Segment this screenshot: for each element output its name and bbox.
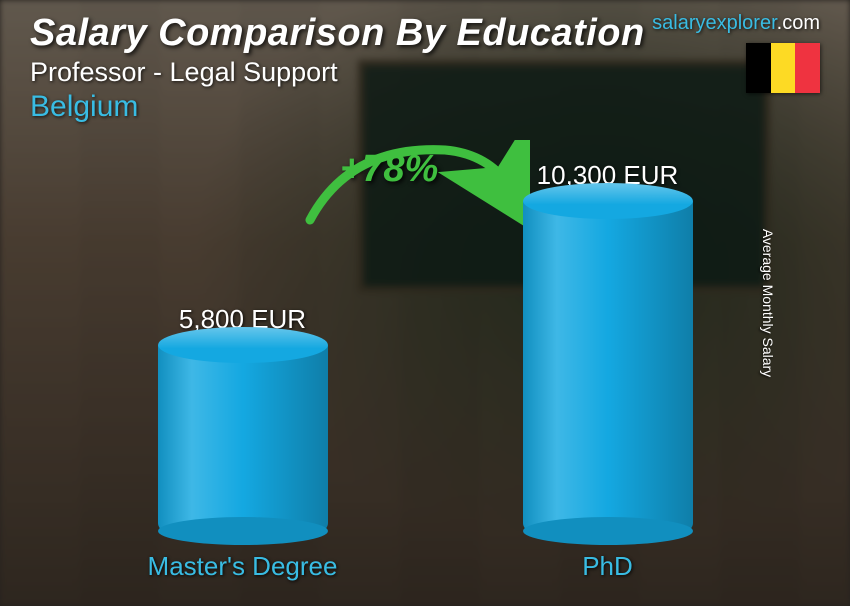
y-axis-label: Average Monthly Salary xyxy=(760,229,776,377)
flag-stripe-1 xyxy=(746,43,771,93)
flag-stripe-3 xyxy=(795,43,820,93)
title-block: Salary Comparison By Education Professor… xyxy=(30,12,652,124)
main-title: Salary Comparison By Education xyxy=(30,12,652,55)
site-brand: salaryexplorer.com xyxy=(652,12,820,35)
bar-body xyxy=(158,345,328,531)
bar-bottom-cap xyxy=(158,517,328,545)
bar-group-masters: 5,800 EUR Master's Degree xyxy=(103,304,383,582)
header: Salary Comparison By Education Professor… xyxy=(30,12,820,124)
bar-top-cap xyxy=(158,327,328,363)
flag-stripe-2 xyxy=(771,43,796,93)
site-suffix: .com xyxy=(777,12,820,34)
country-label: Belgium xyxy=(30,90,652,124)
flag-icon xyxy=(746,43,820,93)
site-name: salaryexplorer xyxy=(652,12,777,34)
bar-phd xyxy=(523,201,693,531)
bar-category-masters: Master's Degree xyxy=(148,551,338,582)
header-right: salaryexplorer.com xyxy=(652,12,820,93)
bar-bottom-cap xyxy=(523,517,693,545)
bar-group-phd: 10,300 EUR PhD xyxy=(468,160,748,582)
bar-top-cap xyxy=(523,183,693,219)
bar-masters xyxy=(158,345,328,531)
bar-category-phd: PhD xyxy=(582,551,633,582)
bar-body xyxy=(523,201,693,531)
content-layer: Salary Comparison By Education Professor… xyxy=(0,0,850,606)
bar-chart: 5,800 EUR Master's Degree 10,300 EUR PhD xyxy=(60,162,790,582)
job-subtitle: Professor - Legal Support xyxy=(30,57,652,88)
